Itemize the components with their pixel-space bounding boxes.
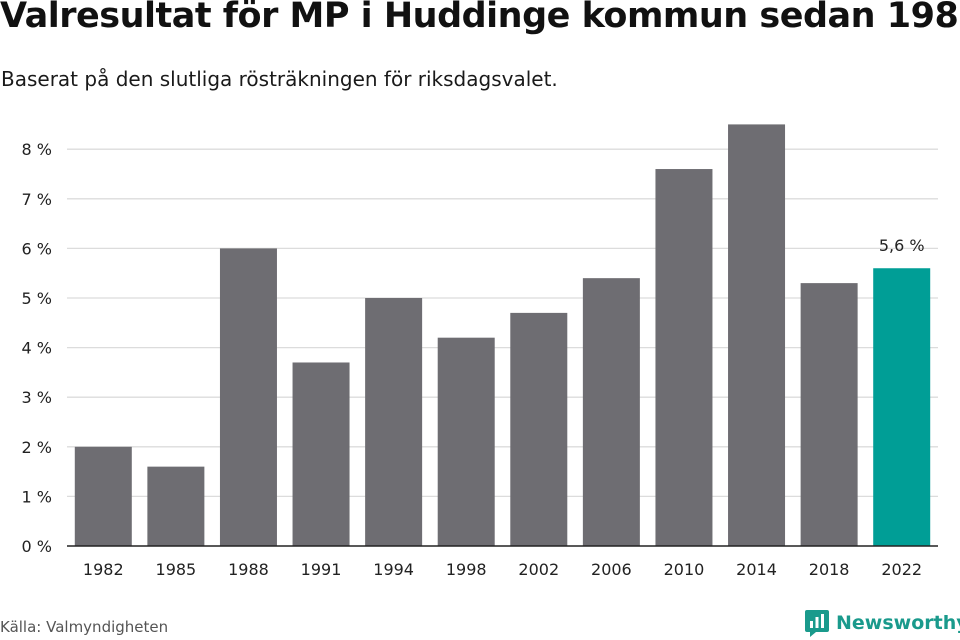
x-axis-ticks: 1982 1985 1988 1991 1994 1998 2002 2006 2010 2014… <box>83 560 922 579</box>
x-tick-label: 1991 <box>301 560 342 579</box>
bar-1991 <box>292 362 350 546</box>
y-tick-label: 3 % <box>22 388 52 407</box>
bar-1994 <box>365 298 423 546</box>
bar-1988 <box>219 248 277 546</box>
bars <box>74 124 931 547</box>
x-tick-label: 1994 <box>373 560 414 579</box>
data-labels: 5,6 % <box>879 236 925 255</box>
bar-2014 <box>728 124 786 547</box>
chart-subtitle: Baserat på den slutliga rösträkningen fö… <box>1 67 558 91</box>
brand-logo: Newsworthy <box>804 608 960 638</box>
bar-1985 <box>147 466 205 546</box>
y-tick-label: 0 % <box>22 537 52 556</box>
bar-2022 <box>873 268 931 546</box>
x-tick-label: 2014 <box>736 560 777 579</box>
x-tick-label: 2002 <box>518 560 559 579</box>
source-note: Källa: Valmyndigheten <box>0 618 169 636</box>
x-tick-label: 2022 <box>881 560 922 579</box>
data-label: 5,6 % <box>879 236 925 255</box>
y-tick-label: 8 % <box>22 140 52 159</box>
bar-chart: 0 % 1 % 2 % 3 % 4 % 5 % 6 % 7 % 8 % 1982 1985 1988… <box>22 124 938 579</box>
bar-2002 <box>510 312 568 546</box>
gridlines <box>67 148 938 498</box>
x-tick-label: 1998 <box>446 560 487 579</box>
newsworthy-logo-icon <box>805 610 829 637</box>
x-tick-label: 1982 <box>83 560 124 579</box>
bar-2010 <box>655 169 713 547</box>
y-axis-ticks: 0 % 1 % 2 % 3 % 4 % 5 % 6 % 7 % 8 % <box>22 140 52 556</box>
bar-1982 <box>74 446 132 546</box>
chart-title: Valresultat för MP i Huddinge kommun sed… <box>0 0 960 36</box>
y-tick-label: 1 % <box>22 487 52 506</box>
x-tick-label: 2018 <box>809 560 850 579</box>
x-tick-label: 1985 <box>156 560 197 579</box>
y-tick-label: 5 % <box>22 289 52 308</box>
x-tick-label: 2010 <box>664 560 705 579</box>
y-tick-label: 4 % <box>22 339 52 358</box>
x-tick-label: 2006 <box>591 560 632 579</box>
y-tick-label: 7 % <box>22 190 52 209</box>
x-tick-label: 1988 <box>228 560 269 579</box>
bar-2006 <box>582 278 640 546</box>
bar-1998 <box>437 337 495 546</box>
y-tick-label: 6 % <box>22 239 52 258</box>
brand-name: Newsworthy <box>836 612 960 634</box>
bar-2018 <box>800 283 858 546</box>
y-tick-label: 2 % <box>22 438 52 457</box>
